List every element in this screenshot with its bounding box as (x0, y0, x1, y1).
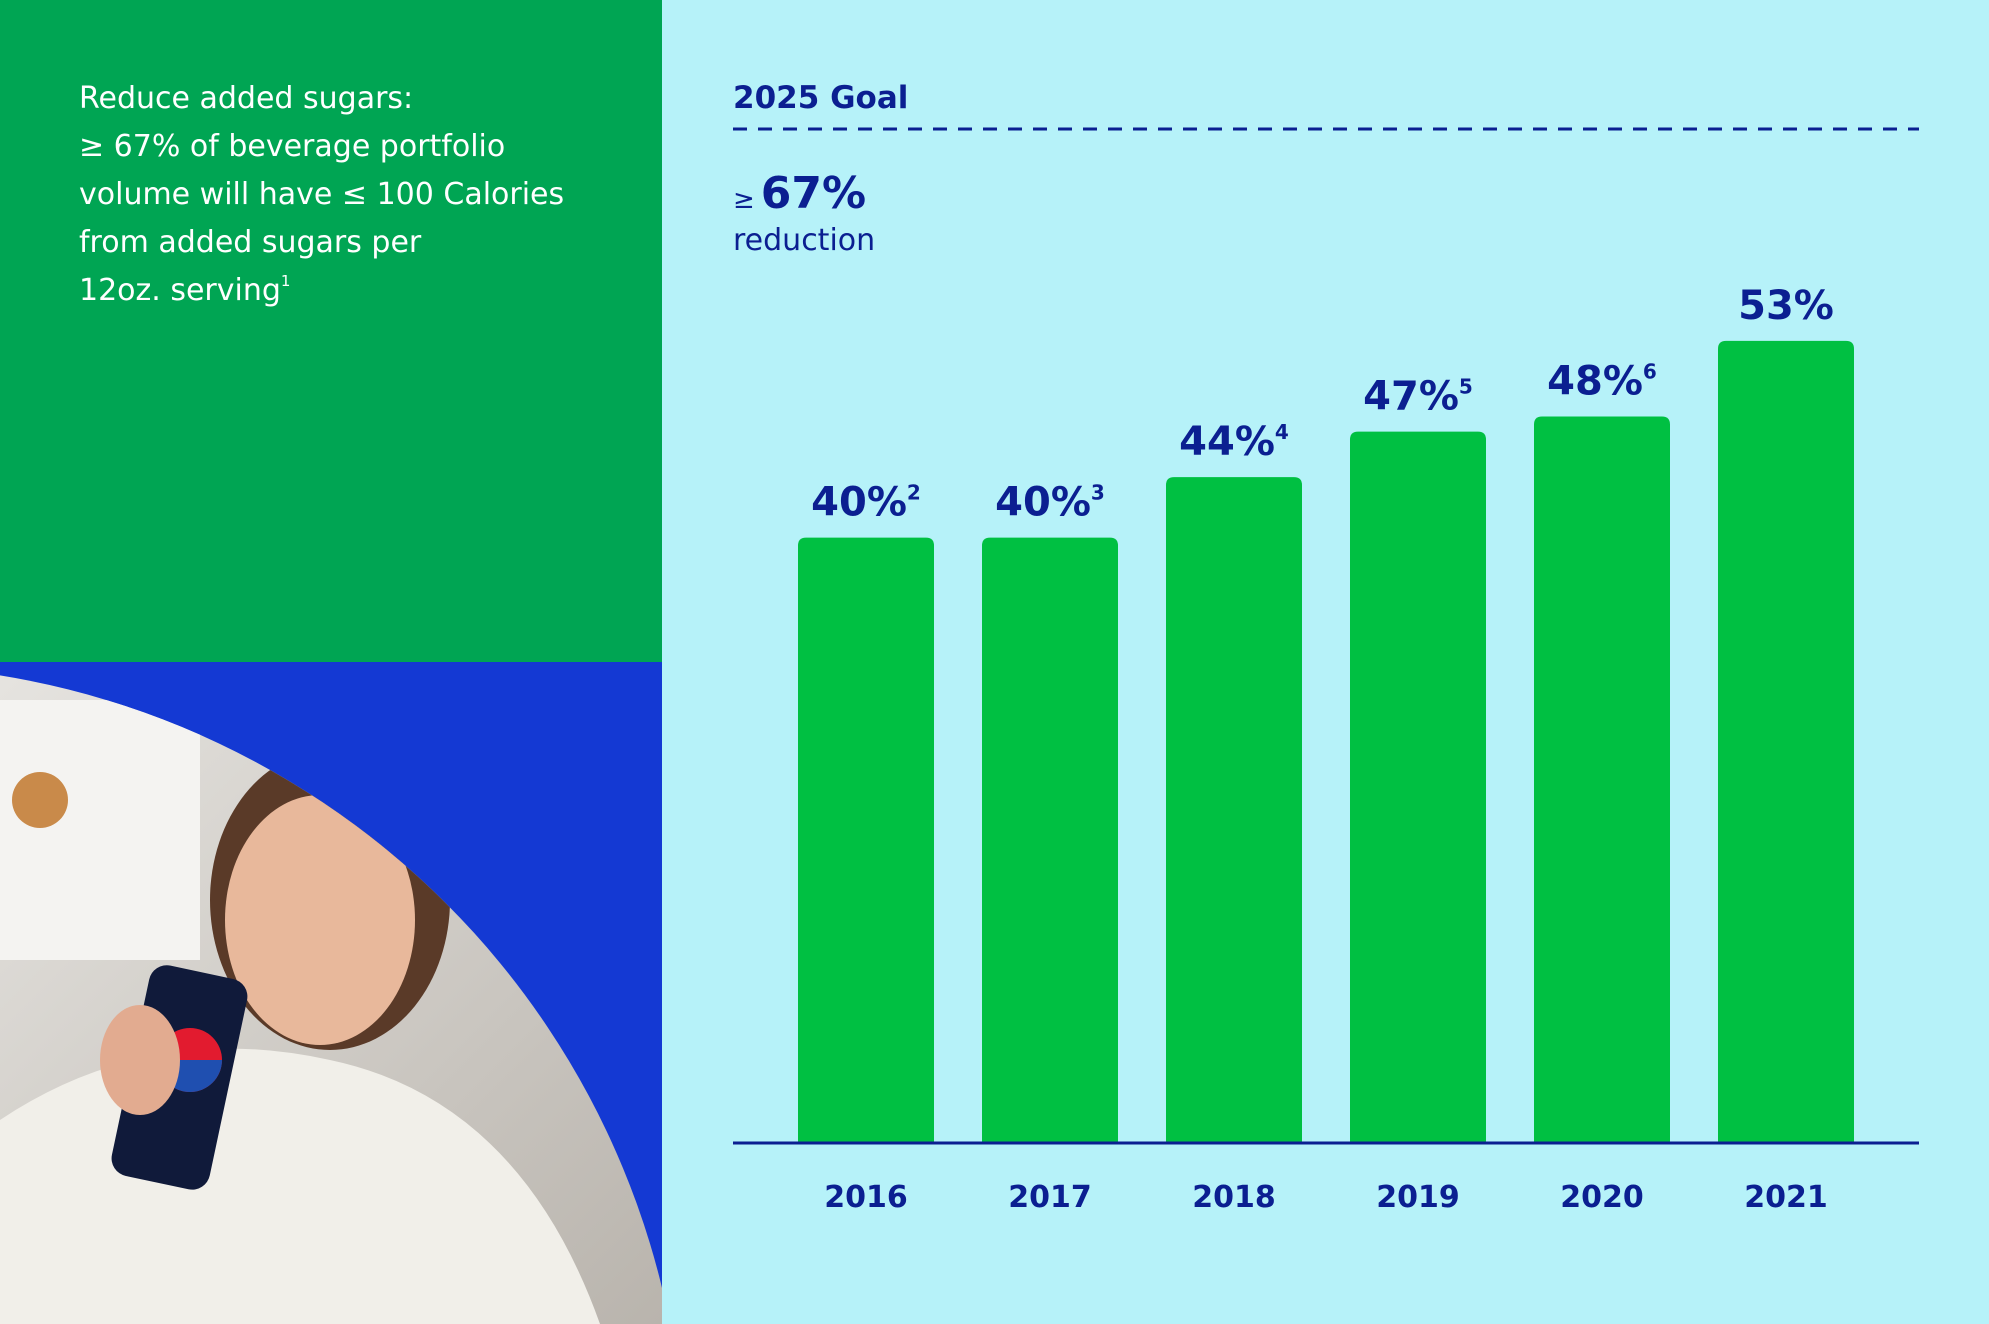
footnote-marker: 3 (1091, 481, 1105, 505)
description-line: from added sugars per (79, 225, 422, 260)
description-line: Reduce added sugars: (79, 81, 413, 116)
description-line: 12oz. serving1 (79, 272, 290, 308)
x-tick-label: 2018 (1192, 1180, 1276, 1215)
value-label-text: 44% (1179, 419, 1275, 465)
bar (982, 537, 1118, 1143)
goal-description: Reduce added sugars: ≥ 67% of beverage po… (79, 81, 564, 308)
footnote-marker: 2 (907, 481, 921, 505)
value-label: 44%4 (1179, 419, 1289, 465)
bar (1534, 416, 1670, 1143)
goal-caption: reduction (733, 223, 875, 258)
value-label: 48%6 (1547, 359, 1657, 405)
value-label: 40%3 (995, 480, 1105, 526)
value-label-text: 48% (1547, 359, 1643, 405)
footnote-marker: 1 (281, 272, 291, 290)
bar (798, 537, 934, 1143)
footnote-marker: 4 (1275, 420, 1289, 444)
x-tick-label: 2016 (824, 1180, 908, 1215)
value-label: 47%5 (1363, 374, 1473, 420)
goal-value: ≥67% (733, 168, 866, 219)
value-label-text: 53% (1738, 283, 1834, 329)
description-text: ≥ 67% of beverage portfolio (79, 129, 505, 164)
goal-prefix: ≥ (733, 185, 755, 215)
value-label-text: 40% (811, 480, 907, 526)
goal-value-label: 67% (761, 168, 866, 219)
x-tick-label: 2021 (1744, 1180, 1828, 1215)
goal-label: 2025 Goal (733, 80, 908, 116)
description-text: from added sugars per (79, 225, 422, 260)
description-text: Reduce added sugars: (79, 81, 413, 116)
footnote-marker: 5 (1459, 375, 1473, 399)
description-line: ≥ 67% of beverage portfolio (79, 129, 505, 164)
value-label: 40%2 (811, 480, 921, 526)
bar (1718, 340, 1854, 1143)
text-panel (0, 0, 662, 662)
value-label: 53% (1738, 283, 1834, 329)
footnote-marker: 6 (1643, 360, 1657, 384)
x-tick-label: 2019 (1376, 1180, 1460, 1215)
bar (1166, 477, 1302, 1143)
value-label-text: 40% (995, 480, 1091, 526)
x-tick-label: 2020 (1560, 1180, 1644, 1215)
x-tick-label: 2017 (1008, 1180, 1092, 1215)
description-text: 12oz. serving (79, 273, 281, 308)
bar (1350, 431, 1486, 1144)
value-label-text: 47% (1363, 374, 1459, 420)
description-text: volume will have ≤ 100 Calories (79, 177, 564, 212)
chart: 2025 Goal≥ 67%reduction40%2201640%3201744… (733, 80, 1919, 1215)
description-line: volume will have ≤ 100 Calories (79, 177, 564, 212)
